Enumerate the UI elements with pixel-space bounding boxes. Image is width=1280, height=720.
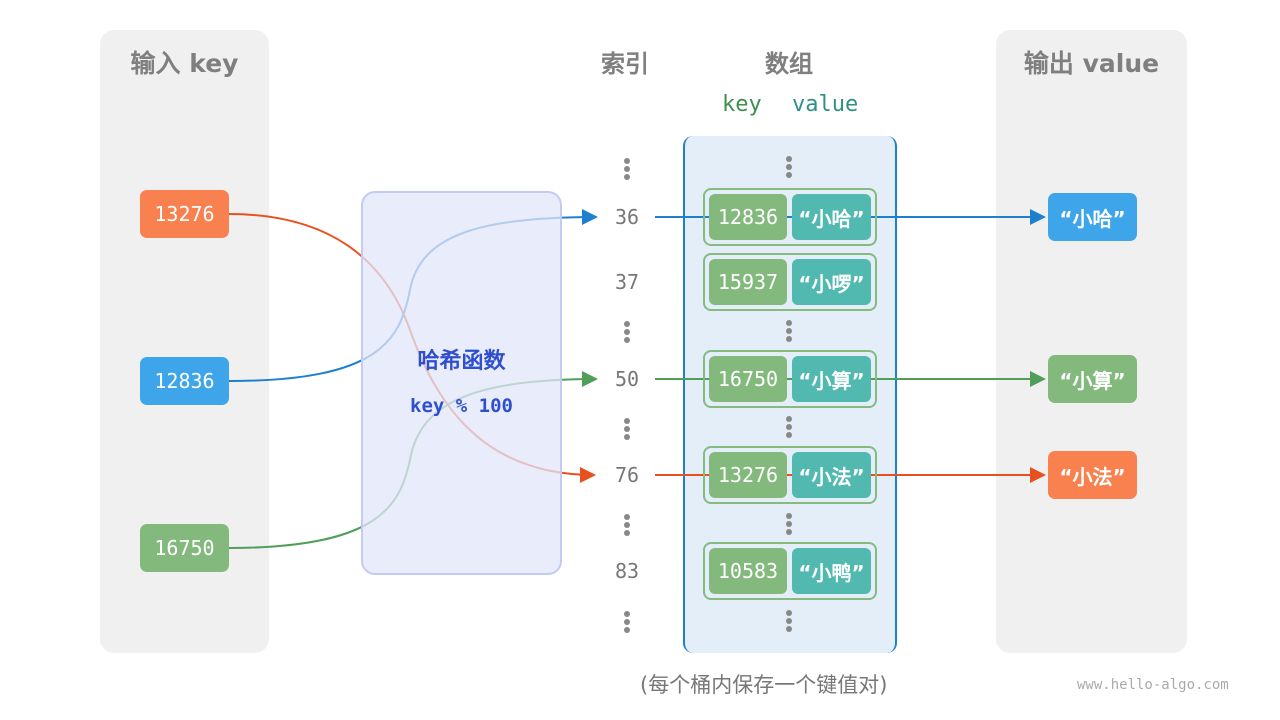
entry-key: 12836 [709,194,787,240]
output-value-xiaofa: “小法” [1048,451,1137,499]
hash-function-box: 哈希函数 key % 100 [361,191,562,575]
output-panel-title: 输出 value [1023,49,1160,78]
index-50: 50 [614,367,640,391]
entry-key: 10583 [709,548,787,594]
entry-value: “小鸭” [792,548,871,594]
ellipsis-icon [786,320,792,344]
bucket-entry: 13276 “小法” [703,446,877,504]
entry-key: 15937 [709,259,787,305]
index-83: 83 [614,559,640,583]
index-37: 37 [614,270,640,294]
watermark: www.hello-algo.com [1077,677,1229,693]
input-panel-title: 输入 key [130,49,239,78]
index-76: 76 [614,463,640,487]
input-key-16750: 16750 [140,524,229,572]
output-value-xiaoha: “小哈” [1048,193,1137,241]
index-36: 36 [614,205,640,229]
ellipsis-icon [624,514,630,538]
caption: (每个桶内保存一个键值对) [640,673,888,697]
input-key-12836: 12836 [140,357,229,405]
ellipsis-icon [786,156,792,180]
entry-key: 13276 [709,452,787,498]
entry-value: “小法” [792,452,871,498]
ellipsis-icon [786,610,792,634]
output-panel: 输出 value [996,30,1187,653]
entry-value: “小哈” [792,194,871,240]
ellipsis-icon [624,418,630,442]
entry-value: “小算” [792,356,871,402]
array-key-label: key [722,92,762,117]
entry-key: 16750 [709,356,787,402]
hash-function-title: 哈希函数 [417,349,506,374]
bucket-entry: 12836 “小哈” [703,188,877,246]
bucket-entry: 16750 “小算” [703,350,877,408]
bucket-entry: 15937 “小啰” [703,253,877,311]
output-value-xiaosuan: “小算” [1048,355,1137,403]
index-header: 索引 [601,50,649,78]
array-value-label: value [792,92,859,117]
array-header: 数组 [765,50,813,78]
input-key-13276: 13276 [140,190,229,238]
bucket-entry: 10583 “小鸭” [703,542,877,600]
ellipsis-icon [786,416,792,440]
ellipsis-icon [624,611,630,635]
entry-value: “小啰” [792,259,871,305]
hash-function-formula: key % 100 [410,395,513,417]
ellipsis-icon [624,321,630,345]
ellipsis-icon [624,158,630,182]
ellipsis-icon [786,513,792,537]
